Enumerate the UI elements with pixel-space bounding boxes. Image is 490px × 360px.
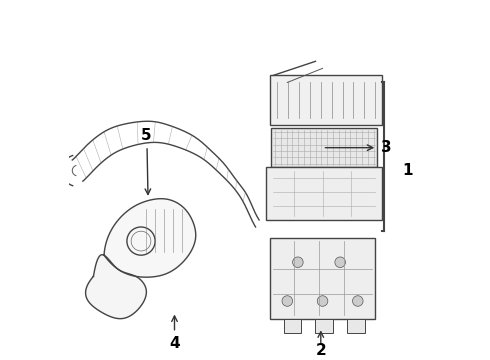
Bar xyxy=(347,319,365,333)
Text: 5: 5 xyxy=(141,128,151,143)
Bar xyxy=(284,319,301,333)
Text: 1: 1 xyxy=(402,163,413,178)
Polygon shape xyxy=(86,255,147,319)
Circle shape xyxy=(282,296,293,306)
Text: 4: 4 xyxy=(169,336,180,351)
Circle shape xyxy=(293,257,303,267)
Bar xyxy=(316,319,333,333)
Bar xyxy=(271,128,377,167)
Circle shape xyxy=(352,296,363,306)
Bar xyxy=(266,167,383,220)
Circle shape xyxy=(317,296,328,306)
Bar xyxy=(270,238,375,319)
Bar xyxy=(270,75,383,125)
Text: 3: 3 xyxy=(381,140,392,155)
Circle shape xyxy=(335,257,345,267)
Text: 2: 2 xyxy=(316,343,326,358)
Polygon shape xyxy=(104,199,196,277)
